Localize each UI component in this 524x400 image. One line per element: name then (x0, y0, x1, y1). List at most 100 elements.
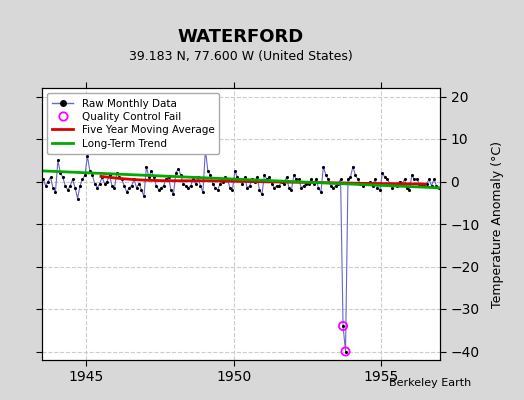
Point (133, 185, 141, 191)
Point (117, 176, 126, 182)
Point (316, 189, 325, 195)
Text: WATERFORD: WATERFORD (178, 28, 304, 46)
Point (425, 176, 433, 182)
Point (410, 176, 419, 182)
Point (339, 323, 347, 329)
Point (285, 185, 293, 191)
Point (432, 182, 441, 189)
Point (282, 174, 291, 180)
Point (253, 174, 261, 180)
Point (98, 174, 106, 180)
Point (66, 182, 74, 189)
Point (348, 164, 357, 170)
Text: Berkeley Earth: Berkeley Earth (389, 378, 472, 388)
Point (165, 174, 173, 180)
Point (59, 174, 67, 180)
Point (258, 191, 266, 198)
Point (196, 182, 205, 189)
Point (149, 174, 158, 180)
Point (137, 187, 146, 193)
Point (184, 185, 192, 191)
Point (336, 176, 345, 182)
Point (88, 172, 96, 178)
Point (108, 182, 116, 189)
Point (326, 182, 335, 189)
Point (277, 178, 286, 185)
Point (31, 176, 40, 182)
Point (46, 174, 54, 180)
Point (51, 189, 60, 195)
Point (199, 189, 207, 195)
Point (81, 172, 89, 178)
Point (85, 168, 94, 174)
Point (113, 170, 121, 176)
Point (231, 168, 239, 174)
Point (179, 180, 188, 187)
Point (101, 180, 109, 187)
Point (248, 176, 256, 182)
Text: 39.183 N, 77.600 W (United States): 39.183 N, 77.600 W (United States) (129, 50, 353, 63)
Point (300, 182, 308, 189)
Point (346, 174, 355, 180)
Point (420, 180, 428, 187)
Point (29, 170, 38, 176)
Point (272, 182, 281, 189)
Point (324, 176, 333, 182)
Point (181, 182, 190, 189)
Point (213, 187, 222, 193)
Point (371, 176, 379, 182)
Point (54, 157, 62, 164)
Point (307, 176, 315, 182)
Point (354, 176, 362, 182)
Point (120, 182, 128, 189)
Point (245, 182, 254, 189)
Point (383, 176, 391, 182)
Point (69, 176, 77, 182)
Point (341, 348, 350, 355)
Point (386, 180, 394, 187)
Point (211, 185, 220, 191)
Point (294, 176, 303, 182)
Point (147, 168, 156, 174)
Point (309, 180, 318, 187)
Point (368, 182, 377, 189)
Point (177, 172, 185, 178)
Point (255, 187, 264, 193)
Point (292, 176, 301, 182)
Point (287, 187, 296, 193)
Point (361, 180, 369, 187)
Point (162, 176, 170, 182)
Point (388, 185, 397, 191)
Point (415, 180, 423, 187)
Point (73, 195, 82, 202)
Point (206, 172, 214, 178)
Point (44, 178, 52, 185)
Y-axis label: Temperature Anomaly (°C): Temperature Anomaly (°C) (491, 140, 504, 308)
Point (378, 170, 387, 176)
Point (145, 174, 153, 180)
Point (351, 172, 359, 178)
Point (216, 180, 224, 187)
Point (297, 185, 305, 191)
Point (418, 182, 426, 189)
Point (403, 185, 411, 191)
Point (250, 178, 259, 185)
Point (78, 176, 86, 182)
Point (219, 178, 227, 185)
Point (344, 176, 352, 182)
Point (39, 176, 47, 182)
Point (56, 170, 64, 176)
Point (275, 182, 283, 189)
Point (322, 172, 330, 178)
Point (71, 185, 79, 191)
Point (290, 172, 298, 178)
Point (430, 176, 438, 182)
Point (123, 189, 131, 195)
Point (204, 168, 212, 174)
Point (376, 187, 384, 193)
Legend: Raw Monthly Data, Quality Control Fail, Five Year Moving Average, Long-Term Tren: Raw Monthly Data, Quality Control Fail, … (47, 93, 220, 154)
Point (332, 182, 340, 189)
Point (263, 176, 271, 182)
Point (238, 180, 246, 187)
Point (366, 178, 374, 185)
